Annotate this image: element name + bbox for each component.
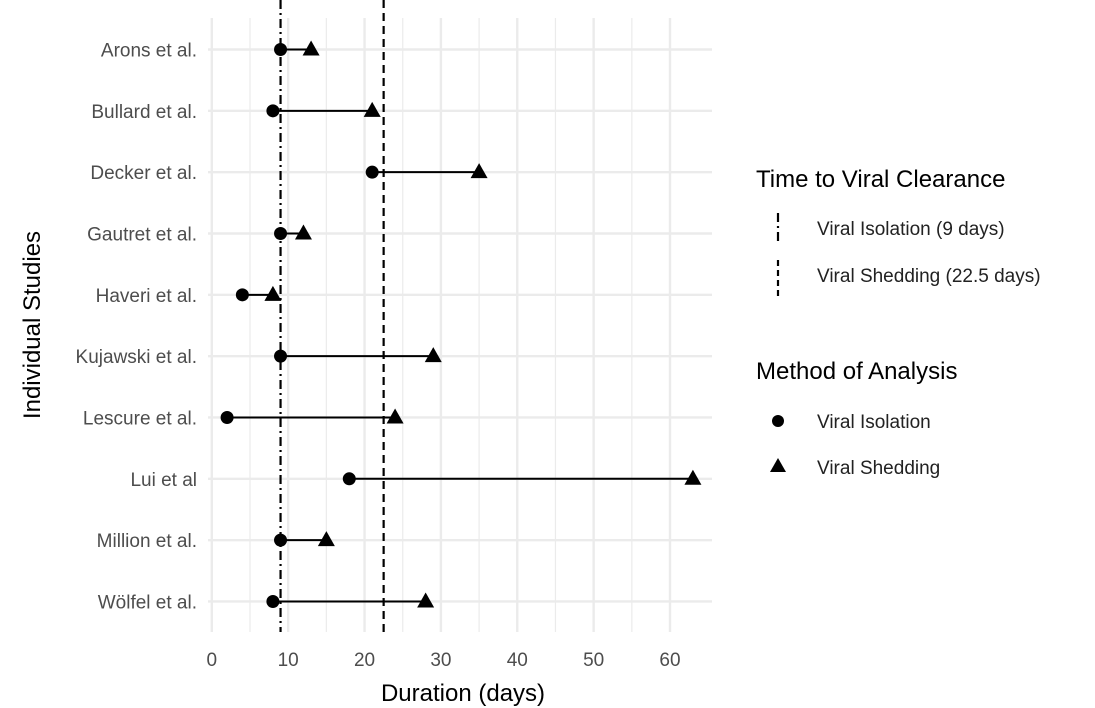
isolation-point-haveri-et-al bbox=[235, 288, 249, 302]
isolation-point-lui-et-al bbox=[342, 472, 356, 486]
data-markers bbox=[220, 40, 702, 608]
y-tick-label: Lui et al bbox=[130, 470, 197, 491]
isolation-point-decker-et-al bbox=[365, 165, 379, 179]
isolation-point-million-et-al bbox=[274, 533, 288, 547]
reference-lines bbox=[279, 0, 385, 632]
y-tick-labels: Arons et al. Bullard et al. Decker et al. G… bbox=[76, 41, 197, 614]
y-axis-title: Individual Studies bbox=[19, 231, 46, 419]
isolation-point-bullard-et-al bbox=[266, 104, 280, 118]
shedding-point-decker-et-al bbox=[470, 163, 488, 179]
legend-method-title: Method of Analysis bbox=[756, 358, 957, 385]
y-tick-label: Kujawski et al. bbox=[76, 347, 197, 368]
isolation-point-lescure-et-al bbox=[220, 410, 234, 424]
y-tick-label: Bullard et al. bbox=[91, 102, 197, 123]
x-tick-label: 10 bbox=[278, 650, 299, 671]
x-tick-label: 30 bbox=[430, 650, 451, 671]
y-tick-label: Lescure et al. bbox=[83, 408, 197, 429]
y-tick-label: Wölfel et al. bbox=[98, 592, 197, 613]
y-tick-label: Gautret et al. bbox=[87, 224, 197, 245]
x-tick-label: 60 bbox=[659, 650, 680, 671]
x-tick-label: 0 bbox=[207, 650, 218, 671]
x-axis-title: Duration (days) bbox=[381, 680, 545, 707]
x-tick-label: 40 bbox=[507, 650, 528, 671]
legend-method: Method of Analysis Viral Isolation Viral… bbox=[756, 358, 957, 479]
legend-triangle-label: Viral Shedding bbox=[817, 458, 940, 479]
x-tick-label: 50 bbox=[583, 650, 604, 671]
x-tick-label: 20 bbox=[354, 650, 375, 671]
shedding-point-kujawski-et-al bbox=[424, 347, 442, 363]
isolation-point-gautret-et-al bbox=[274, 226, 288, 240]
legend-isolation-line-label: Viral Isolation (9 days) bbox=[817, 219, 1005, 240]
grid-lines bbox=[208, 18, 712, 632]
shedding-point-lui-et-al bbox=[684, 469, 702, 485]
study-segments bbox=[227, 48, 693, 603]
legend-triangle-marker bbox=[770, 458, 786, 472]
shedding-point-arons-et-al bbox=[302, 40, 320, 56]
legend-shedding-line-label: Viral Shedding (22.5 days) bbox=[817, 266, 1041, 287]
x-tick-labels: 0 10 20 30 40 50 60 bbox=[207, 650, 681, 671]
legend-clearance-title: Time to Viral Clearance bbox=[756, 166, 1005, 193]
legend-circle-label: Viral Isolation bbox=[817, 412, 931, 433]
shedding-point-haveri-et-al bbox=[264, 285, 282, 301]
isolation-point-arons-et-al bbox=[274, 43, 288, 56]
legend-clearance: Time to Viral Clearance Viral Isolation … bbox=[756, 166, 1041, 296]
shedding-point-gautret-et-al bbox=[294, 224, 312, 240]
y-tick-label: Arons et al. bbox=[101, 41, 197, 62]
shedding-point-w-lfel-et-al bbox=[417, 592, 435, 608]
shedding-point-lescure-et-al bbox=[386, 408, 404, 424]
y-tick-label: Million et al. bbox=[97, 531, 197, 552]
shedding-point-million-et-al bbox=[317, 531, 335, 547]
isolation-point-kujawski-et-al bbox=[274, 349, 288, 363]
isolation-point-w-lfel-et-al bbox=[266, 594, 280, 608]
y-tick-label: Haveri et al. bbox=[96, 286, 197, 307]
y-tick-label: Decker et al. bbox=[90, 163, 197, 184]
shedding-point-bullard-et-al bbox=[363, 101, 381, 117]
legend-circle-marker bbox=[772, 415, 784, 427]
